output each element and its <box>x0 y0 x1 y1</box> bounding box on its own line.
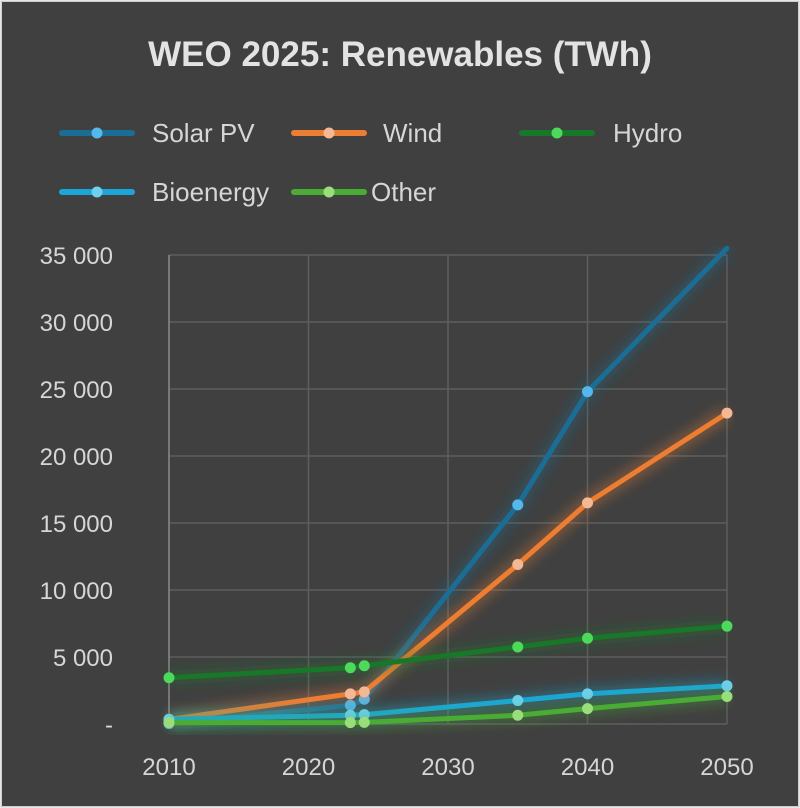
legend-marker-wind <box>323 127 335 139</box>
data-point-wind <box>582 497 593 509</box>
data-point-other <box>358 716 370 728</box>
data-point-solar-pv <box>512 499 524 511</box>
legend-label-solar-pv: Solar PV <box>152 118 255 148</box>
series-line-other <box>166 694 730 726</box>
data-point-bioenergy <box>512 695 524 707</box>
data-point-other <box>721 691 733 703</box>
y-tick-label: 5 000 <box>53 645 113 672</box>
data-point-solar-pv <box>582 386 593 398</box>
legend-label-bioenergy: Bioenergy <box>152 177 269 207</box>
data-point-wind <box>721 407 733 419</box>
x-tick-label: 2020 <box>282 754 335 781</box>
y-tick-label: 15 000 <box>40 511 113 538</box>
data-point-hydro <box>163 672 175 684</box>
y-tick-label: 30 000 <box>40 310 113 337</box>
series-line-wind <box>166 410 730 722</box>
data-point-other <box>163 717 175 729</box>
data-point-hydro <box>344 662 356 674</box>
x-tick-label: 2030 <box>421 754 474 781</box>
y-tick-label: 25 000 <box>40 377 113 404</box>
legend-marker-bioenergy <box>91 186 103 198</box>
legend-label-other: Other <box>371 177 436 207</box>
x-tick-label: 2040 <box>561 754 614 781</box>
x-tick-label: 2010 <box>142 754 195 781</box>
legend-label-wind: Wind <box>383 118 442 148</box>
data-point-hydro <box>582 632 593 644</box>
x-axis-ticks: 2010 2020 2030 2040 2050 <box>142 754 753 781</box>
data-point-bioenergy <box>582 688 593 700</box>
data-point-bioenergy <box>721 680 733 692</box>
data-point-other <box>344 717 356 729</box>
chart-title: WEO 2025: Renewables (TWh) <box>148 35 652 74</box>
data-point-other <box>512 709 524 721</box>
legend: Solar PV Wind Hydro Bioenergy Other <box>59 118 682 207</box>
y-axis-ticks: - 5 000 10 000 15 000 20 000 25 000 30 000 35 0… <box>40 243 113 739</box>
series-line-hydro <box>166 623 730 681</box>
series-line-solar-pv <box>166 245 730 727</box>
data-point-wind <box>344 688 356 700</box>
legend-marker-solar-pv <box>91 127 103 139</box>
data-point-wind <box>358 686 370 698</box>
legend-label-hydro: Hydro <box>613 118 682 148</box>
data-point-hydro <box>358 660 370 672</box>
data-point-hydro <box>721 620 733 632</box>
x-tick-label: 2050 <box>700 754 753 781</box>
data-point-wind <box>512 559 524 571</box>
data-point-hydro <box>512 641 524 653</box>
legend-marker-other <box>323 186 335 198</box>
series-group <box>163 245 733 731</box>
data-point-other <box>582 703 593 715</box>
y-tick-label: 10 000 <box>40 578 113 605</box>
y-tick-label: 20 000 <box>40 444 113 471</box>
y-tick-label: 35 000 <box>40 243 113 270</box>
data-point-solar-pv <box>344 699 356 711</box>
y-tick-label: - <box>105 712 113 739</box>
legend-marker-hydro <box>551 127 563 139</box>
